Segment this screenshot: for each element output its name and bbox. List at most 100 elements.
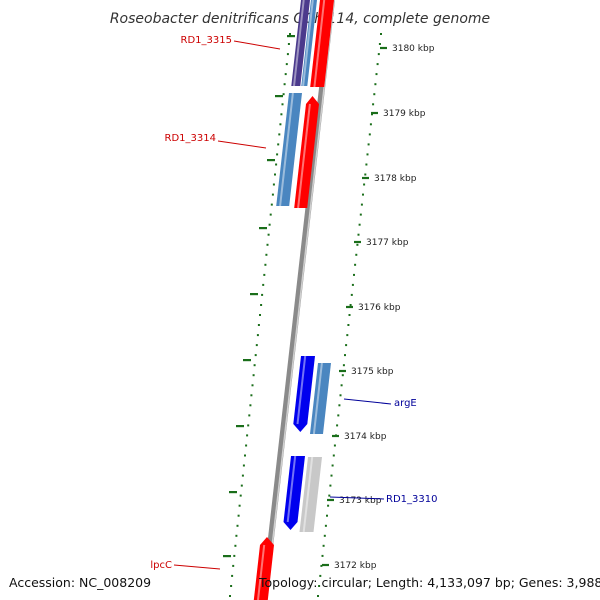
- inner-tick-dot: [255, 344, 258, 347]
- outer-tick-dot: [358, 223, 361, 226]
- gene-rd1-3316-purple: [291, 0, 310, 86]
- gene-rd1-3315: [310, 0, 334, 87]
- inner-tick-dot: [285, 63, 288, 66]
- gene-rd1-3310: [299, 457, 322, 532]
- gene-label-leader: [233, 40, 281, 50]
- gene-label-leader: [217, 140, 267, 149]
- inner-tick-dot: [259, 314, 261, 316]
- gene-features: [253, 0, 334, 600]
- inner-tick-dot: [279, 123, 282, 126]
- gene-labels: RD1_3315 RD1_3314 argE RD1_3310 lpcC: [150, 35, 437, 571]
- outer-tick-dot: [374, 83, 377, 86]
- inner-tick-dot: [261, 293, 264, 296]
- scale-tick-mark: [339, 369, 346, 373]
- topology-text: Topology: circular; Length: 4,133,097 bp…: [258, 575, 600, 590]
- inner-tick-dot: [252, 374, 255, 377]
- outer-tick-dot: [326, 514, 328, 517]
- outer-tick-dot: [329, 484, 332, 487]
- inner-tick-dot: [256, 334, 259, 337]
- gene-reverse-3175-shine: [296, 355, 307, 425]
- inner-tick-dot: [263, 273, 266, 276]
- tick-dots: [223, 33, 382, 597]
- inner-tick-dot: [251, 384, 254, 387]
- outer-tick-dot: [317, 595, 319, 597]
- inner-tick-dot: [266, 243, 269, 246]
- outer-tick-dot: [365, 163, 368, 166]
- outer-tick-dot: [350, 293, 353, 296]
- inner-tick-dot: [269, 213, 272, 216]
- inner-tick-dot: [271, 193, 274, 196]
- gene-label: RD1_3310: [386, 494, 437, 505]
- outer-tick-dot: [346, 334, 349, 337]
- inner-tick-dot: [277, 143, 280, 146]
- scale-ticks: 3180 kbp 3179 kbp 3178 kbp 3177 kbp 3176 kbp…: [322, 44, 435, 571]
- scale-tick-mark: [354, 240, 361, 244]
- gene-label: RD1_3314: [165, 133, 216, 144]
- gene-reverse-3175: [293, 356, 315, 432]
- outer-tick-dot: [323, 534, 326, 537]
- outer-tick-dot: [364, 173, 367, 176]
- inner-tick-dot: [248, 414, 251, 417]
- inner-tick-dot: [262, 283, 265, 286]
- outer-tick-dot: [345, 344, 348, 347]
- inner-tick-dot: [265, 253, 268, 256]
- inner-tick-dot: [247, 424, 250, 427]
- inner-tick-dash: [236, 425, 244, 428]
- outer-tick-dot: [368, 133, 371, 136]
- inner-tick-dot: [238, 504, 241, 507]
- outer-tick-dot: [362, 193, 364, 196]
- inner-tick-dot: [275, 163, 278, 166]
- gene-label-leader: [343, 398, 392, 405]
- scale-tick-label: 3179 kbp: [383, 109, 426, 119]
- outer-tick-dot: [372, 103, 375, 106]
- inner-tick-dot: [268, 223, 271, 226]
- scale-tick-mark: [322, 563, 329, 567]
- inner-tick-dash: [287, 35, 295, 38]
- inner-tick-dot: [257, 324, 260, 326]
- gene-rd1-3316-steel-shine: [302, 0, 314, 87]
- scale-tick-label: 3173 kbp: [339, 496, 382, 506]
- scale-tick-mark: [327, 498, 334, 502]
- scale-tick-label: 3178 kbp: [374, 174, 417, 184]
- outer-tick-dot: [321, 554, 324, 557]
- outer-tick-dot: [328, 494, 331, 497]
- gene-label: argE: [394, 398, 417, 409]
- gene-reverse-3173-shine: [286, 455, 297, 523]
- outer-tick-dot: [342, 364, 345, 367]
- scale-tick-label: 3172 kbp: [334, 561, 377, 571]
- inner-tick-dot: [245, 444, 248, 447]
- outer-tick-dot: [369, 123, 372, 126]
- inner-tick-dot: [280, 113, 283, 116]
- gene-rd1-3314-reverse: [276, 93, 302, 206]
- inner-tick-dot: [232, 564, 235, 567]
- scale-tick-label: 3180 kbp: [392, 44, 435, 54]
- gene-label: RD1_3315: [181, 35, 232, 46]
- inner-tick-dot: [289, 33, 291, 35]
- outer-tick-dot: [324, 524, 327, 527]
- outer-tick-dot: [353, 273, 355, 276]
- inner-tick-dash: [250, 293, 258, 296]
- outer-tick-dot: [366, 153, 369, 156]
- inner-tick-dot: [237, 514, 240, 517]
- outer-tick-dot: [319, 574, 322, 577]
- inner-tick-dot: [234, 544, 237, 547]
- inner-tick-dash: [267, 159, 275, 162]
- gene-rd1-3314-shine: [297, 103, 311, 209]
- inner-tick-dot: [241, 474, 244, 477]
- scale-tick-mark: [371, 111, 378, 115]
- inner-tick-dot: [264, 263, 267, 266]
- genome-backbone-highlight: [265, 0, 335, 600]
- outer-tick-dot: [376, 63, 379, 66]
- outer-tick-dot: [356, 243, 359, 246]
- gene-arge: [310, 363, 331, 434]
- inner-tick-dot: [250, 394, 253, 397]
- inner-tick-dot: [235, 534, 238, 537]
- accession-text: Accession: NC_008209: [9, 575, 151, 590]
- outer-tick-dot: [341, 374, 344, 377]
- outer-tick-dot: [339, 394, 342, 397]
- inner-tick-dot: [282, 93, 285, 96]
- inner-tick-dot: [249, 404, 252, 407]
- inner-tick-dot: [233, 554, 236, 557]
- outer-tick-dot: [333, 444, 336, 447]
